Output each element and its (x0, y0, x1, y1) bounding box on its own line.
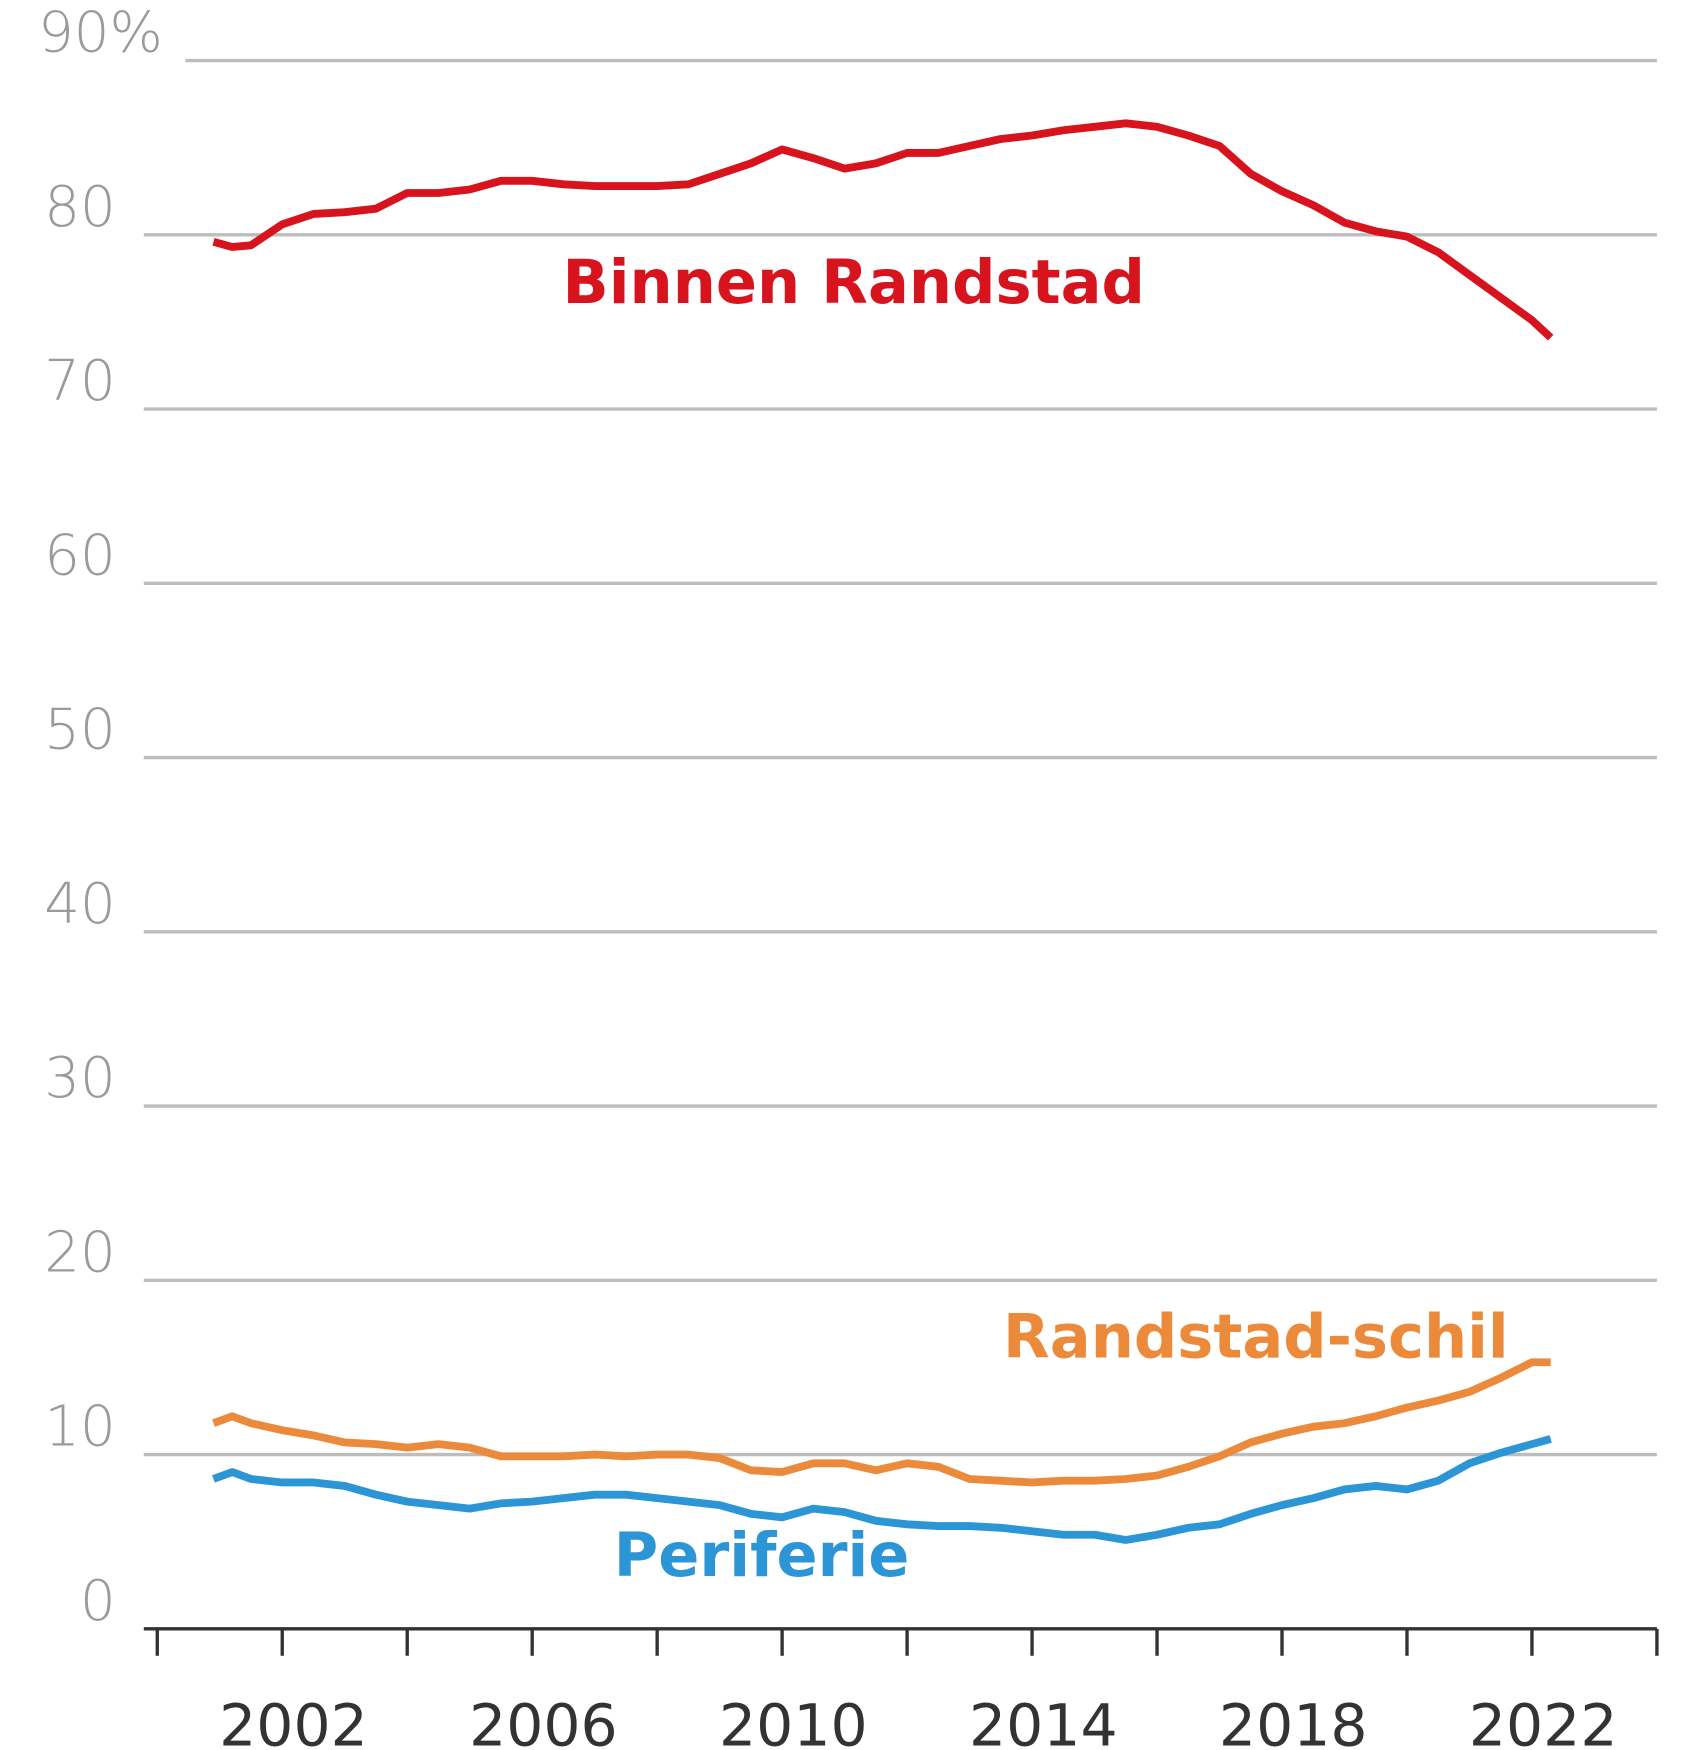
y-tick-label: 90% (38, 1, 163, 66)
series-line (212, 1435, 1552, 1544)
y-tick-label: 20 (44, 1220, 115, 1285)
series-label: Binnen Randstad (562, 248, 1144, 318)
series-line (212, 119, 1554, 341)
y-tick-label: 0 (80, 1569, 116, 1634)
x-tick-label: 2002 (219, 1692, 368, 1750)
x-tick-label: 2006 (469, 1692, 618, 1750)
series-label: Periferie (614, 1521, 910, 1591)
y-tick-label: 30 (44, 1046, 115, 1111)
y-tick-label: 70 (44, 349, 115, 414)
y-tick-label: 40 (44, 872, 115, 937)
series-line (212, 1358, 1551, 1487)
y-tick-label: 60 (44, 523, 115, 588)
x-tick-label: 2018 (1219, 1692, 1368, 1750)
x-tick-label: 2022 (1469, 1692, 1618, 1750)
y-tick-label: 80 (44, 175, 115, 240)
x-tick-label: 2014 (969, 1692, 1118, 1750)
y-tick-label: 10 (44, 1395, 115, 1460)
x-tick-label: 2010 (719, 1692, 868, 1750)
series-label: Randstad-schil (1003, 1302, 1509, 1372)
y-tick-label: 50 (44, 698, 115, 763)
